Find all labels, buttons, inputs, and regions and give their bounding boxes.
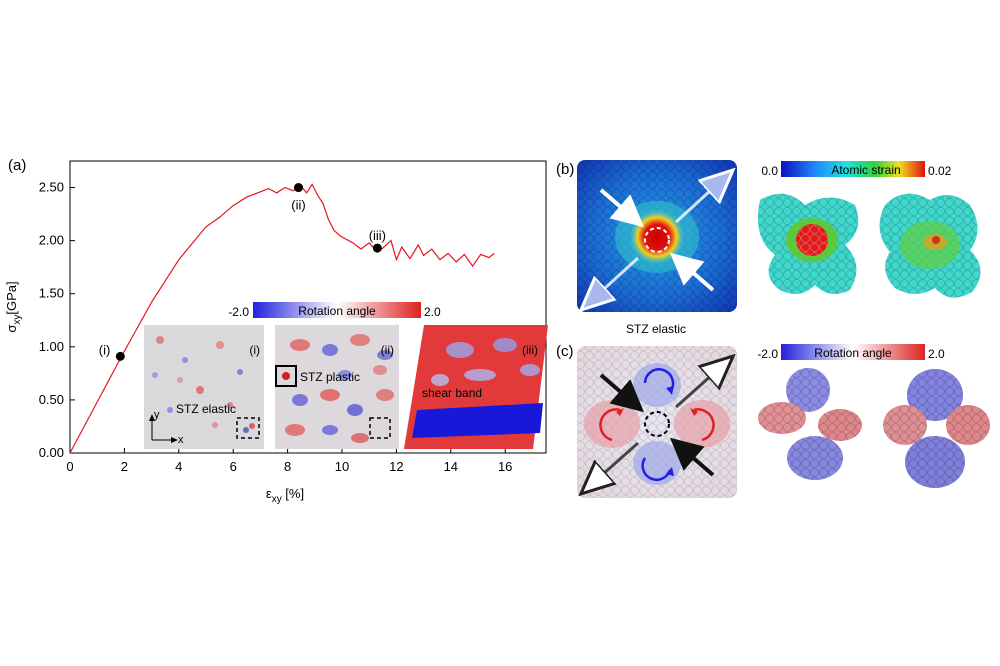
y-axis-label: σxy[GPa] xyxy=(4,281,23,332)
strain-colorbar-max: 0.02 xyxy=(928,164,952,178)
strain-colorbar-title: Atomic strain xyxy=(831,163,900,177)
panel-label-b: (b) xyxy=(556,161,574,178)
x-tick-label: 14 xyxy=(444,459,458,474)
rotation-c-title: Rotation angle xyxy=(814,346,892,360)
strain-cluster-plastic xyxy=(879,193,981,298)
snapshot-i: (i) STZ elastic y x xyxy=(144,325,264,449)
rotation-c-max: 2.0 xyxy=(928,347,945,361)
snapshot-iii-tag: (iii) xyxy=(522,343,538,357)
colorbar-gradient xyxy=(253,302,421,318)
shear-band-region xyxy=(412,403,543,438)
plot-frame xyxy=(69,160,547,454)
state-marker-label: (iii) xyxy=(369,228,386,243)
x-tick-label: 2 xyxy=(121,459,128,474)
panel-b-stz-elastic xyxy=(577,160,737,312)
y-tick-label: 0.50 xyxy=(39,392,64,407)
y-tick-label: 2.00 xyxy=(39,233,64,248)
state-markers: (i) (ii) (iii) xyxy=(99,183,386,361)
axis-y-label: y xyxy=(154,409,160,421)
stz-marker-solid xyxy=(275,365,297,387)
x-ticks: 0 2 4 6 8 10 12 14 16 xyxy=(66,448,512,474)
panel-c-rotation xyxy=(577,346,737,498)
snapshot-ii-caption: STZ plastic xyxy=(300,370,360,384)
stz-marker-dashed-ii xyxy=(369,417,391,439)
state-marker xyxy=(293,183,303,193)
snapshot-ii: (ii) STZ plastic xyxy=(275,325,399,449)
snapshot-iii-caption: shear band xyxy=(422,386,482,400)
arrow-in-tl xyxy=(599,188,645,228)
rotation-arrow-left-icon xyxy=(599,408,621,442)
axis-arrows-icon xyxy=(151,418,174,441)
x-tick-label: 10 xyxy=(335,459,349,474)
rotation-arrow-top-icon xyxy=(643,368,675,393)
strain-cluster-elastic xyxy=(757,193,859,294)
strain-colorbar-gradient xyxy=(781,161,925,177)
arrow-out-tr-c xyxy=(675,366,722,409)
axis-arrowheads-icon xyxy=(149,414,178,443)
rotation-colorbar-a: -2.0 Rotation angle 2.0 xyxy=(228,302,441,319)
panel-label-a: (a) xyxy=(8,157,26,174)
colorbar-title: Rotation angle xyxy=(298,304,376,318)
strain-colorbar: 0.0 Atomic strain 0.02 xyxy=(761,161,952,178)
strain-colorbar-min: 0.0 xyxy=(761,164,778,178)
stz-marker-dashed xyxy=(236,417,260,439)
stress-strain-plot: 0 2 4 6 8 10 12 14 16 0.00 0.50 1.00 1.50 2.00 2.50 (… xyxy=(4,160,547,505)
rotation-colorbar-c: -2.0 Rotation angle 2.0 xyxy=(757,344,945,361)
y-tick-label: 0.00 xyxy=(39,445,64,460)
colorbar-min: -2.0 xyxy=(228,305,249,319)
y-tick-label: 1.00 xyxy=(39,339,64,354)
snapshot-iii: (iii) shear band xyxy=(404,325,548,449)
x-tick-label: 6 xyxy=(230,459,237,474)
snapshot-i-tag: (i) xyxy=(249,343,260,357)
rotation-cluster-plastic xyxy=(883,369,990,488)
state-marker xyxy=(372,243,382,253)
arrow-in-tl-c xyxy=(599,373,645,413)
arrow-out-bl-c xyxy=(592,441,639,484)
panel-b-caption: STZ elastic xyxy=(626,322,686,336)
arrow-in-br xyxy=(669,252,715,292)
x-tick-label: 12 xyxy=(389,459,403,474)
arrow-out-tr xyxy=(674,180,722,224)
state-marker-label: (ii) xyxy=(291,198,305,213)
rotation-c-min: -2.0 xyxy=(757,347,778,361)
rotation-arrow-bottom-icon xyxy=(641,457,672,481)
stz-core xyxy=(629,209,685,265)
y-ticks: 0.00 0.50 1.00 1.50 2.00 2.50 xyxy=(39,180,75,460)
stress-strain-line xyxy=(69,183,495,454)
rotation-c-gradient xyxy=(781,344,925,360)
stz-dashed-circle xyxy=(644,227,670,253)
snapshot-ii-tag: (ii) xyxy=(381,343,394,357)
arrow-out-bl xyxy=(592,256,640,300)
snapshot-i-caption: STZ elastic xyxy=(176,402,236,416)
panel-label-c: (c) xyxy=(556,343,574,360)
x-tick-label: 0 xyxy=(66,459,73,474)
stz-dashed-circle-c xyxy=(644,411,670,437)
state-marker-label: (i) xyxy=(99,342,111,357)
x-tick-label: 16 xyxy=(498,459,512,474)
x-tick-label: 4 xyxy=(175,459,182,474)
rotation-cluster-elastic xyxy=(758,368,862,480)
rotation-arrow-right-icon xyxy=(693,408,715,442)
axis-x-label: x xyxy=(178,434,184,446)
y-tick-label: 2.50 xyxy=(39,180,64,195)
colorbar-max: 2.0 xyxy=(424,305,441,319)
x-axis-label: εxy [%] xyxy=(266,486,304,505)
x-tick-label: 8 xyxy=(284,459,291,474)
y-tick-label: 1.50 xyxy=(39,286,64,301)
arrow-in-br-c xyxy=(669,437,715,477)
state-marker xyxy=(115,351,125,361)
